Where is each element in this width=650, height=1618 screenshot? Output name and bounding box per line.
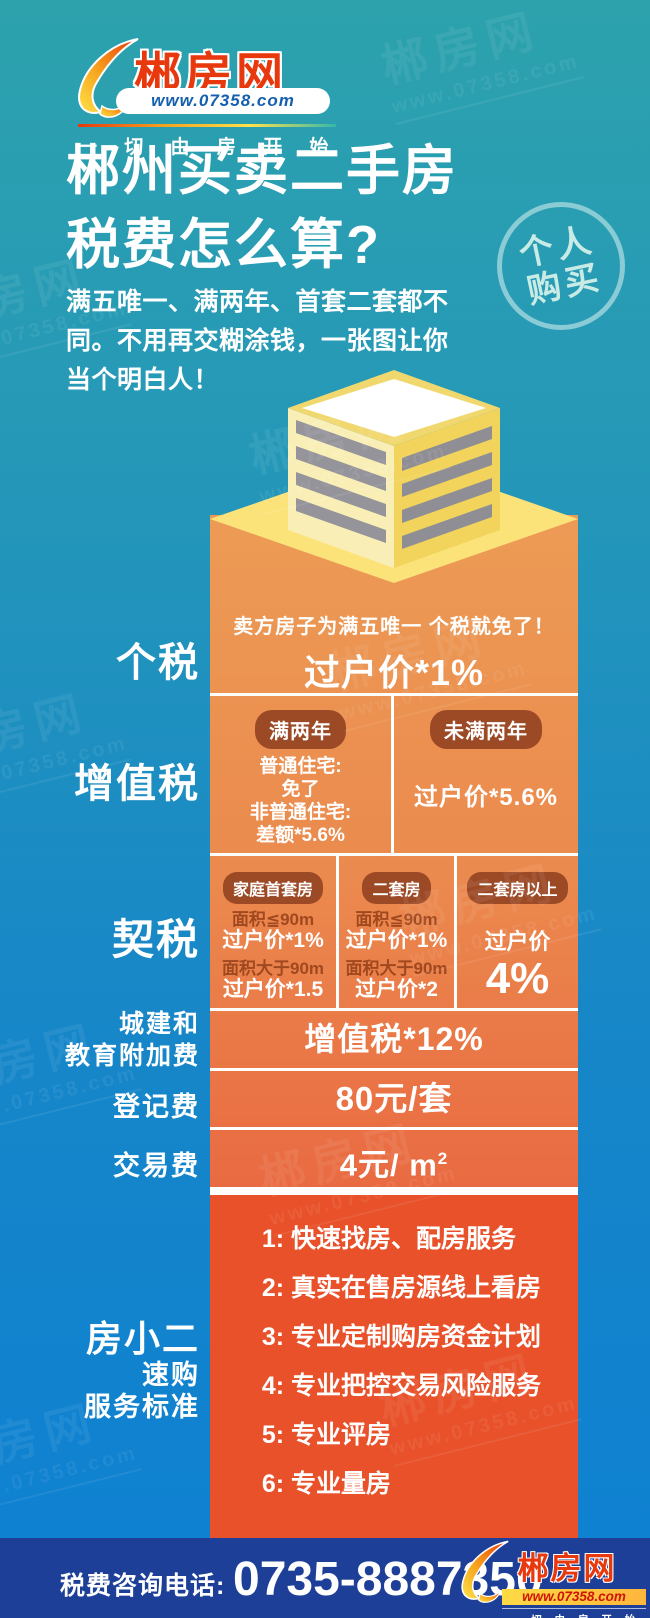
brand-url: www.07358.com (502, 1589, 646, 1605)
column-divider (454, 856, 457, 1008)
services-label-line3: 服务标准 (84, 1392, 200, 1422)
service-text: 专业定制购房资金计划 (291, 1323, 542, 1351)
deed-value: 过户价*1.5 (222, 978, 324, 1001)
service-item: 2: 真实在售房源线上看房 (210, 1268, 578, 1317)
deed-condition: 面积大于90m (221, 959, 325, 978)
vat-over-two-years-column: 满两年 普通住宅: 免了 非普通住宅: 差额*5.6% (210, 696, 391, 853)
deed-value: 过户价*1% (345, 929, 448, 952)
service-item: 6: 专业量房 (210, 1464, 578, 1513)
deed-value: 过户价*1% (222, 929, 324, 952)
row-divider (210, 1068, 578, 1071)
service-number: 3: (261, 1323, 285, 1351)
service-number: 1: (261, 1225, 285, 1253)
surtax-label-line2: 教育附加费 (64, 1042, 200, 1070)
deed-tax-label: 契税 (111, 916, 200, 963)
services-label-line1: 房小二 (85, 1318, 200, 1359)
services-block: 1: 快速找房、配房服务 2: 真实在售房源线上看房 3: 专业定制购房资金计划 4:… (210, 1195, 578, 1538)
brand-slogan: 一 切 由 房 开 始 (78, 137, 340, 158)
building-illustration (288, 370, 500, 568)
deed-second-home-column: 二套房 面积≦90m 过户价*1% 面积大于90m 过户价*2 (339, 856, 454, 1008)
vat-ordinary-value: 免了 (281, 779, 320, 800)
vat-over-two-years-pill: 满两年 (255, 710, 346, 749)
service-text: 专业量房 (291, 1470, 392, 1498)
service-text: 专业评房 (291, 1421, 392, 1449)
vat-nonordinary-label: 非普通住宅: (249, 802, 352, 823)
service-number: 6: (261, 1470, 285, 1498)
row-divider (210, 693, 578, 696)
service-item: 5: 专业评房 (210, 1415, 578, 1464)
transaction-fee-value: 4元/ m (339, 1147, 438, 1183)
vat-label: 增值税 (74, 762, 200, 806)
vat-under-two-years-column: 未满两年 过户价*5.6% (394, 696, 578, 853)
brand-name: 郴房网 (517, 1551, 617, 1586)
vat-ordinary-label: 普通住宅: (259, 756, 342, 777)
logo-swoosh-icon (461, 1540, 509, 1603)
service-text: 快速找房、配房服务 (291, 1225, 517, 1253)
service-item: 3: 专业定制购房资金计划 (210, 1317, 578, 1366)
service-item: 4: 专业把控交易风险服务 (210, 1366, 578, 1415)
phone-label: 税费咨询电话: (60, 1572, 226, 1600)
service-number: 2: (261, 1274, 285, 1302)
vat-under-two-years-value: 过户价*5.6% (413, 784, 559, 811)
surtax-row: 增值税*12% (210, 1011, 578, 1068)
brand-url-pill: www.07358.com (116, 88, 330, 114)
deed-condition: 过户价 (484, 929, 551, 954)
vat-under-two-years-pill: 未满两年 (430, 710, 542, 749)
deed-first-home-column: 家庭首套房 面积≦90m 过户价*1% 面积大于90m 过户价*1.5 (210, 856, 336, 1008)
income-tax-note: 卖方房子为满五唯一 个税就免了！ (233, 616, 555, 638)
deed-condition: 面积≦90m (355, 910, 438, 929)
column-divider (391, 696, 394, 853)
registration-fee-label: 登记费 (113, 1092, 200, 1122)
deed-condition: 面积≦90m (231, 910, 315, 929)
services-label-line2: 速购 (142, 1360, 200, 1390)
transaction-fee-row: 4元/ m2 (210, 1130, 578, 1187)
registration-fee-row: 80元/套 (210, 1071, 578, 1127)
service-item: 1: 快速找房、配房服务 (210, 1219, 578, 1268)
deed-first-home-pill: 家庭首套房 (222, 872, 323, 904)
vat-row: 满两年 普通住宅: 免了 非普通住宅: 差额*5.6% 未满两年 过户价*5.6… (210, 696, 578, 853)
income-tax-value: 过户价*1% (303, 652, 485, 693)
column-divider (336, 856, 339, 1008)
brand-url: www.07358.com (151, 91, 295, 110)
service-text: 专业把控交易风险服务 (291, 1372, 542, 1400)
surtax-value: 增值税*12% (304, 1021, 484, 1057)
surtax-label-line1: 城建和 (118, 1010, 200, 1038)
service-number: 4: (261, 1372, 285, 1400)
service-text: 真实在售房源线上看房 (291, 1274, 542, 1302)
deed-tax-row: 家庭首套房 面积≦90m 过户价*1% 面积大于90m 过户价*1.5 二套房 … (210, 856, 578, 1008)
tax-table-panel: 卖方房子为满五唯一 个税就免了！ 过户价*1% 满两年 普通住宅: 免了 非普通… (210, 515, 578, 1538)
income-tax-label: 个税 (116, 641, 200, 685)
surtax-label: 城建和 教育附加费 (0, 1008, 200, 1072)
service-number: 5: (261, 1421, 285, 1449)
section-divider (210, 1187, 578, 1195)
deed-value: 4% (485, 954, 550, 1003)
deed-more-homes-pill: 二套房以上 (467, 872, 568, 904)
row-divider (210, 1008, 578, 1011)
intro-text: 满五唯一、满两年、首套二套都不同。不用再交糊涂钱，一张图让你当个明白人！ (66, 288, 449, 394)
footer-logo: 郴房网 www.07358.com 一 切 由 房 开 始 (461, 1540, 646, 1618)
registration-fee-value: 80元/套 (335, 1080, 453, 1117)
deed-condition: 面积大于90m (345, 959, 448, 978)
transaction-fee-label: 交易费 (113, 1151, 200, 1181)
deed-second-home-pill: 二套房 (362, 872, 431, 904)
vat-nonordinary-value: 差额*5.6% (256, 825, 345, 846)
site-logo: 郴房网 www.07358.com 一 切 由 房 开 始 (74, 36, 354, 158)
title-line-1: 郴州买卖二手房 (66, 141, 458, 201)
footer-bar: 税费咨询电话: 0735-8887350 郴房网 www.07358.com 一… (0, 1538, 650, 1618)
page-title: 郴州买卖二手房 税费怎么算? (66, 134, 458, 282)
title-line-2: 税费怎么算? (66, 215, 381, 275)
row-divider (210, 853, 578, 856)
logo-divider (78, 124, 336, 127)
income-tax-row: 卖方房子为满五唯一 个税就免了！ 过户价*1% (210, 515, 578, 693)
transaction-fee-unit-sup: 2 (437, 1149, 449, 1168)
row-divider (210, 1127, 578, 1130)
deed-value: 过户价*2 (355, 978, 438, 1001)
personal-purchase-badge: 个人 购买 (485, 190, 637, 342)
deed-more-homes-column: 二套房以上 过户价 4% (457, 856, 578, 1008)
brand-slogan: 一 切 由 房 开 始 (502, 1608, 646, 1618)
